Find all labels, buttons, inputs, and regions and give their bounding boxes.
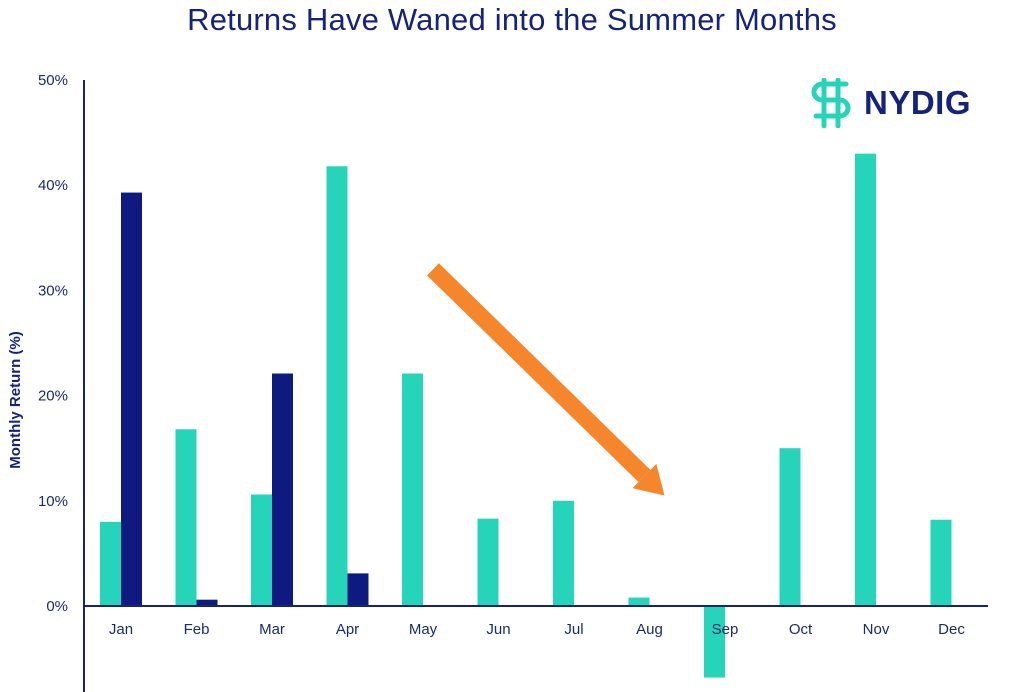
bar-oct-series-1: [779, 448, 801, 606]
bars: [100, 153, 952, 678]
x-tick-label-jan: Jan: [109, 621, 133, 638]
x-axis-labels: Jan Feb Mar Apr May Jun Jul Aug Sep Oct Nov Dec: [109, 621, 965, 638]
x-tick-label-apr: Apr: [336, 621, 359, 638]
y-axis-label: Monthly Return (%): [7, 331, 24, 468]
bar-aug-series-1: [628, 597, 650, 606]
x-tick-label-feb: Feb: [184, 621, 210, 638]
x-tick-label-may: May: [409, 621, 438, 638]
logo-text: NYDIG: [864, 84, 972, 121]
y-tick-label: 0%: [46, 598, 68, 615]
bar-dec-series-1: [930, 519, 952, 606]
trend-arrow-head: [632, 463, 665, 496]
bar-feb-series-2: [196, 599, 218, 606]
bar-jan-series-2: [121, 192, 142, 606]
y-axis-ticks: 0% 10% 20% 30% 40% 50%: [38, 72, 68, 615]
bar-jan-series-1: [100, 521, 121, 606]
x-tick-label-mar: Mar: [259, 621, 285, 638]
bar-may-series-1: [402, 373, 423, 606]
x-tick-label-dec: Dec: [938, 621, 965, 638]
bar-mar-series-2: [272, 373, 293, 606]
y-tick-label: 30%: [38, 282, 68, 299]
bar-sep-series-1: [704, 606, 725, 678]
nydig-logo: NYDIG: [806, 78, 971, 128]
x-tick-label-jun: Jun: [486, 621, 510, 638]
bar-apr-series-2: [347, 573, 369, 606]
bar-jul-series-1: [553, 500, 574, 606]
chart-title: Returns Have Waned into the Summer Month…: [187, 2, 837, 37]
x-tick-label-jul: Jul: [564, 621, 583, 638]
y-tick-label: 40%: [38, 177, 68, 194]
bar-apr-series-1: [326, 166, 348, 606]
trend-arrow-shaft: [427, 263, 651, 483]
x-tick-label-sep: Sep: [712, 621, 739, 638]
x-tick-label-nov: Nov: [863, 621, 890, 638]
bar-jun-series-1: [477, 518, 499, 606]
bar-mar-series-1: [251, 494, 272, 606]
nydig-logo-icon: [811, 78, 851, 128]
bar-feb-series-1: [175, 429, 197, 606]
x-tick-label-aug: Aug: [636, 621, 663, 638]
y-tick-label: 50%: [38, 72, 68, 89]
x-tick-label-oct: Oct: [789, 621, 813, 638]
y-tick-label: 20%: [38, 388, 68, 405]
y-tick-label: 10%: [38, 493, 68, 510]
trend-arrow-annotation: [427, 263, 665, 496]
bar-nov-series-1: [855, 153, 876, 606]
